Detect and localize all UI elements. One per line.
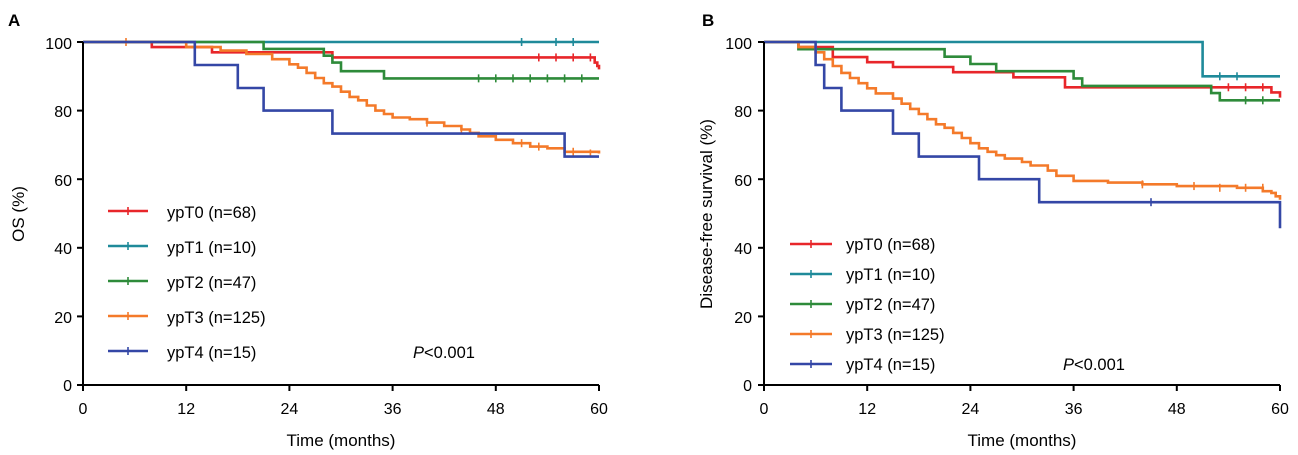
panel-a-y-axis: 0 20 40 60 80 100 OS (%): [9, 36, 83, 395]
panel-b-legend-label: ypT3 (n=125): [846, 326, 945, 344]
panel-a-axes: [82, 42, 599, 386]
panel-b-curve-ypt1: [764, 40, 1280, 78]
panel-b-legend-label: ypT4 (n=15): [846, 356, 935, 374]
panel-a-legend-label: ypT4 (n=15): [167, 344, 256, 362]
panel-a-y-axis-label: OS (%): [9, 186, 28, 242]
panel-b-ytick-label: 100: [725, 36, 752, 53]
panel-b-xtick-label: 36: [1065, 401, 1083, 418]
panel-b-letter: B: [702, 11, 714, 30]
panel-a-ytick-label: 100: [45, 36, 72, 53]
panel-a-legend-label: ypT2 (n=47): [167, 274, 256, 292]
panel-a-letter: A: [8, 11, 20, 30]
panel-a-curve-ypt4: [83, 40, 599, 158]
panel-a-xtick-label: 24: [281, 401, 299, 418]
panel-a-curves: [83, 38, 601, 158]
panel-a-xtick-label: 36: [384, 401, 402, 418]
panel-b-y-axis-label: Disease-free survival (%): [697, 119, 716, 309]
panel-b-curves: [764, 40, 1282, 229]
panel-a-legend-label: ypT3 (n=125): [167, 309, 266, 327]
panel-b-ytick-label: 20: [734, 310, 752, 327]
panel-b-axes: [763, 42, 1280, 386]
panel-b-ytick-label: 40: [734, 241, 752, 258]
panel-b-p-value: P<0.001: [1063, 356, 1125, 374]
panel-a: A 0 20 40 60 80 100 OS (%) 0 12: [8, 11, 608, 450]
panel-a-x-axis-label: Time (months): [287, 431, 396, 450]
panel-a-x-axis: 0 12 24 36 48 60 Time (months): [79, 385, 608, 450]
panel-a-ytick-label: 80: [54, 104, 72, 121]
panel-b-x-axis-label: Time (months): [968, 431, 1077, 450]
panel-b-ytick-label: 80: [734, 104, 752, 121]
panel-b-xtick-label: 12: [858, 401, 876, 418]
panel-b-xtick-label: 0: [760, 401, 769, 418]
panel-b-ytick-label: 0: [743, 378, 752, 395]
panel-a-xtick-label: 48: [487, 401, 505, 418]
panel-b-xtick-label: 24: [962, 401, 980, 418]
panel-a-ytick-label: 60: [54, 173, 72, 190]
panel-b-legend: ypT0 (n=68) ypT1 (n=10) ypT2 (n=47) ypT3…: [790, 236, 945, 374]
panel-a-ytick-label: 40: [54, 241, 72, 258]
panel-a-curve-ypt2: [83, 40, 599, 80]
panel-a-xtick-label: 60: [590, 401, 608, 418]
panel-b-curve-ypt4: [764, 40, 1282, 229]
panel-b-curve-ypt0: [764, 40, 1282, 98]
panel-b-xtick-label: 60: [1271, 401, 1289, 418]
panel-b-ytick-label: 60: [734, 173, 752, 190]
panel-b-y-axis: 0 20 40 60 80 100 Disease-free survival …: [697, 36, 764, 395]
panel-b-xtick-label: 48: [1168, 401, 1186, 418]
panel-a-ytick-label: 0: [63, 378, 72, 395]
panel-b: B 0 20 40 60 80 100 Disease-free surviva…: [697, 11, 1289, 450]
panel-a-legend-label: ypT0 (n=68): [167, 204, 256, 222]
panel-a-p-value: P<0.001: [413, 344, 475, 362]
panel-b-legend-label: ypT1 (n=10): [846, 266, 935, 284]
panel-b-legend-label: ypT2 (n=47): [846, 296, 935, 314]
panel-b-x-axis: 0 12 24 36 48 60 Time (months): [760, 385, 1289, 450]
panel-a-legend-label: ypT1 (n=10): [167, 239, 256, 257]
panel-b-legend-label: ypT0 (n=68): [846, 236, 935, 254]
panel-b-curve-ypt2: [764, 40, 1280, 102]
panel-a-xtick-label: 0: [79, 401, 88, 418]
panel-a-curve-ypt3: [83, 40, 601, 154]
panel-a-xtick-label: 12: [177, 401, 195, 418]
panel-a-ytick-label: 20: [54, 310, 72, 327]
panel-a-legend: ypT0 (n=68) ypT1 (n=10) ypT2 (n=47) ypT3…: [108, 204, 266, 362]
